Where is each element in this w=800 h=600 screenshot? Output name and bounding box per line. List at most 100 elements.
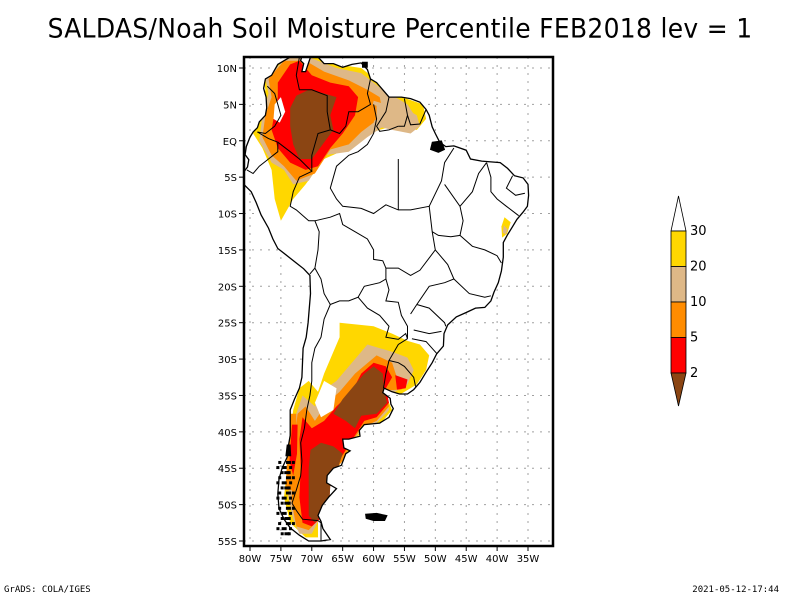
- archipelago-fragment: [281, 481, 287, 485]
- percentile-region: [370, 100, 420, 134]
- archipelago-fragment: [287, 486, 291, 490]
- colorbar-label: 5: [690, 331, 698, 346]
- archipelago-fragment: [276, 496, 280, 500]
- colorbar-label: 30: [690, 224, 707, 239]
- archipelago-fragment: [285, 522, 291, 526]
- archipelago-fragment: [285, 476, 291, 480]
- percentile-region: [395, 375, 408, 390]
- coastline: [244, 57, 530, 542]
- lon-tick-label: 80W: [239, 554, 262, 565]
- border-line: [314, 212, 387, 306]
- border-line: [376, 96, 399, 132]
- longitude-axis: 80W 75W 70W 65W 60W 55W 50W 45W 40W 35W: [239, 546, 540, 565]
- border-line: [329, 104, 436, 276]
- border-line: [295, 57, 331, 172]
- border-line: [388, 338, 417, 387]
- border-line: [257, 85, 282, 135]
- lon-tick-label: 45W: [455, 554, 478, 565]
- percentile-region: [289, 424, 298, 476]
- border-line: [428, 147, 455, 207]
- border-line: [453, 278, 492, 298]
- archipelago-fragment: [284, 532, 290, 536]
- lon-tick-label: 75W: [270, 554, 293, 565]
- archipelago-fragment: [284, 486, 290, 490]
- archipelago-fragment: [289, 511, 293, 515]
- lon-tick-label: 65W: [331, 554, 354, 565]
- archipelago-fragment: [281, 466, 287, 470]
- archipelago-fragment: [280, 486, 284, 490]
- archipelago-fragment: [280, 516, 284, 520]
- lat-tick-label: 40S: [218, 428, 237, 439]
- archipelago-fragment: [291, 506, 295, 510]
- archipelago-fragment: [284, 471, 290, 475]
- border-line: [486, 162, 520, 217]
- archipelago-fragment: [278, 522, 282, 526]
- colorbar-label: 2: [690, 366, 698, 381]
- lat-tick-label: 50S: [218, 501, 237, 512]
- border-line: [291, 304, 331, 524]
- lat-tick-label: 15S: [218, 246, 237, 257]
- lat-tick-label: 10N: [217, 64, 237, 75]
- lon-tick-label: 50W: [424, 554, 447, 565]
- lat-tick-label: 10S: [218, 210, 237, 221]
- map-title: SALDAS/Noah Soil Moisture Percentile FEB…: [47, 13, 753, 44]
- archipelago-fragment: [284, 501, 290, 505]
- archipelago-fragment: [291, 491, 295, 495]
- border-line: [459, 162, 488, 207]
- lat-tick-label: 55S: [218, 537, 237, 548]
- country-borders: [246, 57, 526, 541]
- colorbar: 30 20 10 5 2: [670, 195, 707, 407]
- colorbar-bin-below-2: [670, 372, 687, 407]
- archipelago-fragment: [284, 516, 290, 520]
- lat-tick-label: EQ: [223, 137, 237, 148]
- archipelago-fragment: [276, 511, 280, 515]
- colorbar-bin-above-30: [670, 195, 687, 232]
- colorbar-bin-2-5: [670, 337, 687, 374]
- archipelago-fragment: [291, 476, 295, 480]
- archipelago-fragment: [291, 460, 295, 464]
- border-line: [246, 131, 279, 175]
- percentile-region: [361, 102, 377, 127]
- border-line: [407, 109, 427, 126]
- lon-tick-label: 70W: [300, 554, 323, 565]
- footer-credit: GrADS: COLA/IGES: [4, 585, 91, 595]
- archipelago-fragment: [285, 460, 291, 464]
- border-line: [357, 296, 408, 340]
- lon-tick-label: 35W: [517, 554, 540, 565]
- islands: [276, 61, 446, 536]
- archipelago-fragment: [280, 532, 284, 536]
- no-anomaly-region: [314, 380, 337, 418]
- archipelago-fragment: [278, 476, 282, 480]
- colorbar-label: 20: [690, 260, 707, 275]
- archipelago-fragment: [278, 506, 282, 510]
- archipelago-fragment: [278, 460, 282, 464]
- archipelago-fragment: [288, 527, 292, 531]
- lat-tick-label: 35S: [218, 391, 237, 402]
- archipelago-fragment: [280, 471, 284, 475]
- archipelago-fragment: [289, 481, 293, 485]
- lat-tick-label: 20S: [218, 282, 237, 293]
- border-line: [413, 329, 442, 335]
- colorbar-bin-20-30: [670, 230, 687, 267]
- lat-tick-label: 5S: [224, 173, 237, 184]
- footer-timestamp: 2021-05-12-17:44: [692, 585, 779, 595]
- border-line: [277, 141, 320, 275]
- archipelago-fragment: [289, 466, 293, 470]
- archipelago-fragment: [287, 532, 291, 536]
- archipelago-fragment: [278, 491, 282, 495]
- border-line: [416, 304, 447, 327]
- border-line: [459, 235, 502, 264]
- archipelago-fragment: [281, 527, 287, 531]
- island: [362, 61, 368, 68]
- archipelago-fragment: [289, 496, 293, 500]
- colorbar-bin-5-10: [670, 301, 687, 338]
- border-line: [411, 338, 437, 354]
- lon-tick-label: 60W: [362, 554, 385, 565]
- lat-tick-label: 45S: [218, 464, 237, 475]
- lat-tick-label: 5N: [223, 100, 237, 111]
- percentile-region: [333, 366, 388, 429]
- percentile-region: [290, 89, 337, 159]
- percentile-region: [502, 225, 508, 235]
- lat-tick-label: 25S: [218, 319, 237, 330]
- archipelago-fragment: [287, 471, 291, 475]
